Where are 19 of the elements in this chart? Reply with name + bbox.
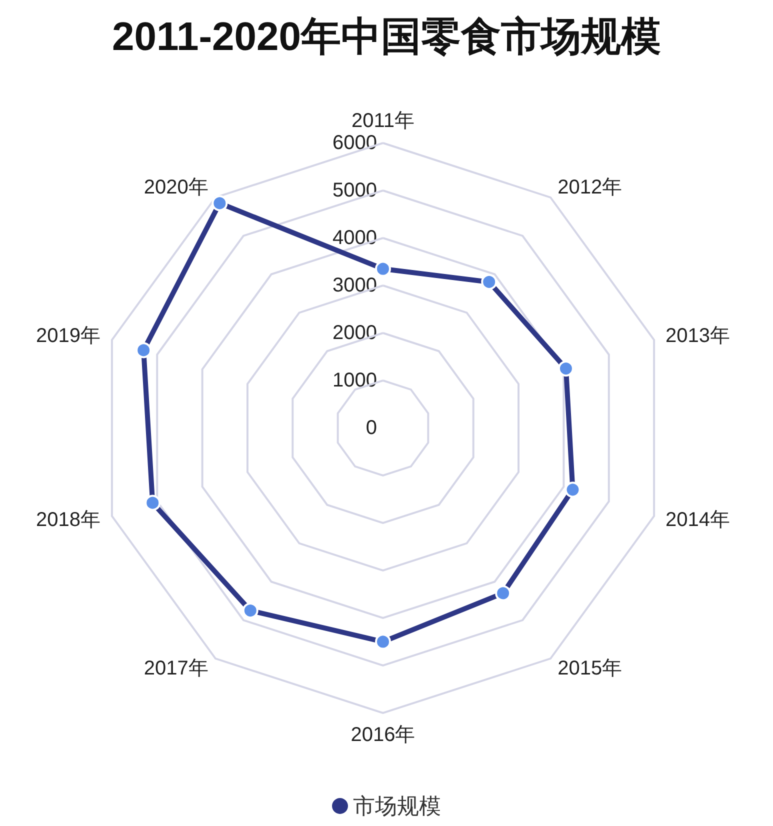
spoke-label: 2017年: [144, 657, 208, 680]
y-tick-label: 5000: [332, 180, 377, 202]
y-tick-label: 4000: [332, 227, 377, 249]
y-tick-label: 3000: [332, 274, 377, 296]
spoke-label: 2012年: [558, 176, 622, 199]
spoke-label: 2016年: [350, 724, 416, 746]
spoke-label: 2011年: [351, 110, 415, 132]
spoke-label: 2020年: [144, 176, 208, 199]
chart-title: 2011-2020年中国零食市场规模: [112, 15, 662, 59]
spoke-label: 2015年: [558, 657, 622, 680]
spoke-label: 2019年: [36, 325, 101, 348]
legend-label: 市场规模: [353, 794, 441, 818]
spoke-label: 2013年: [665, 325, 730, 348]
y-tick-label: 1000: [332, 370, 377, 392]
spoke-label: 2014年: [665, 508, 730, 531]
y-tick-label: 6000: [332, 132, 377, 154]
y-tick-label: 0: [366, 417, 377, 439]
spoke-label: 2018年: [36, 508, 101, 531]
y-tick-label: 2000: [332, 322, 377, 344]
